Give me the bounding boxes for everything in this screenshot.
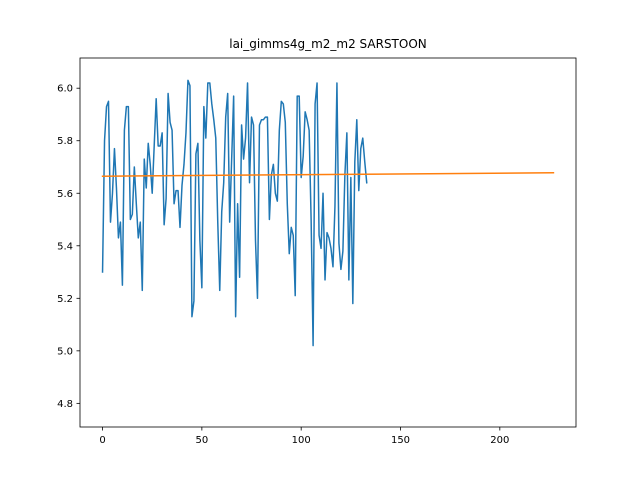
plot-frame (79, 57, 577, 428)
series-line-2 (101, 172, 555, 177)
series-line-1 (101, 79, 368, 347)
y-tick-label: 5.8 (57, 136, 73, 147)
y-tick-label: 5.2 (57, 294, 73, 305)
chart-title: lai_gimms4g_m2_m2 SARSTOON (229, 37, 427, 51)
y-tick-label: 5.4 (57, 241, 73, 252)
x-tick-label: 0 (99, 435, 105, 446)
y-tick-label: 6.0 (57, 84, 73, 95)
x-tick-label: 50 (195, 435, 208, 446)
axes-layer: 0 50 100 150 200 4.8 5.0 5.2 5.4 5.6 5.8 6.0 (57, 57, 577, 446)
x-tick-label: 150 (391, 435, 410, 446)
y-tick-label: 5.6 (57, 189, 73, 200)
y-tick-label: 4.8 (57, 399, 73, 410)
x-tick-label: 200 (490, 435, 509, 446)
y-tick-label: 5.0 (57, 346, 73, 357)
series-layer (101, 79, 555, 347)
x-tick-label: 100 (292, 435, 311, 446)
